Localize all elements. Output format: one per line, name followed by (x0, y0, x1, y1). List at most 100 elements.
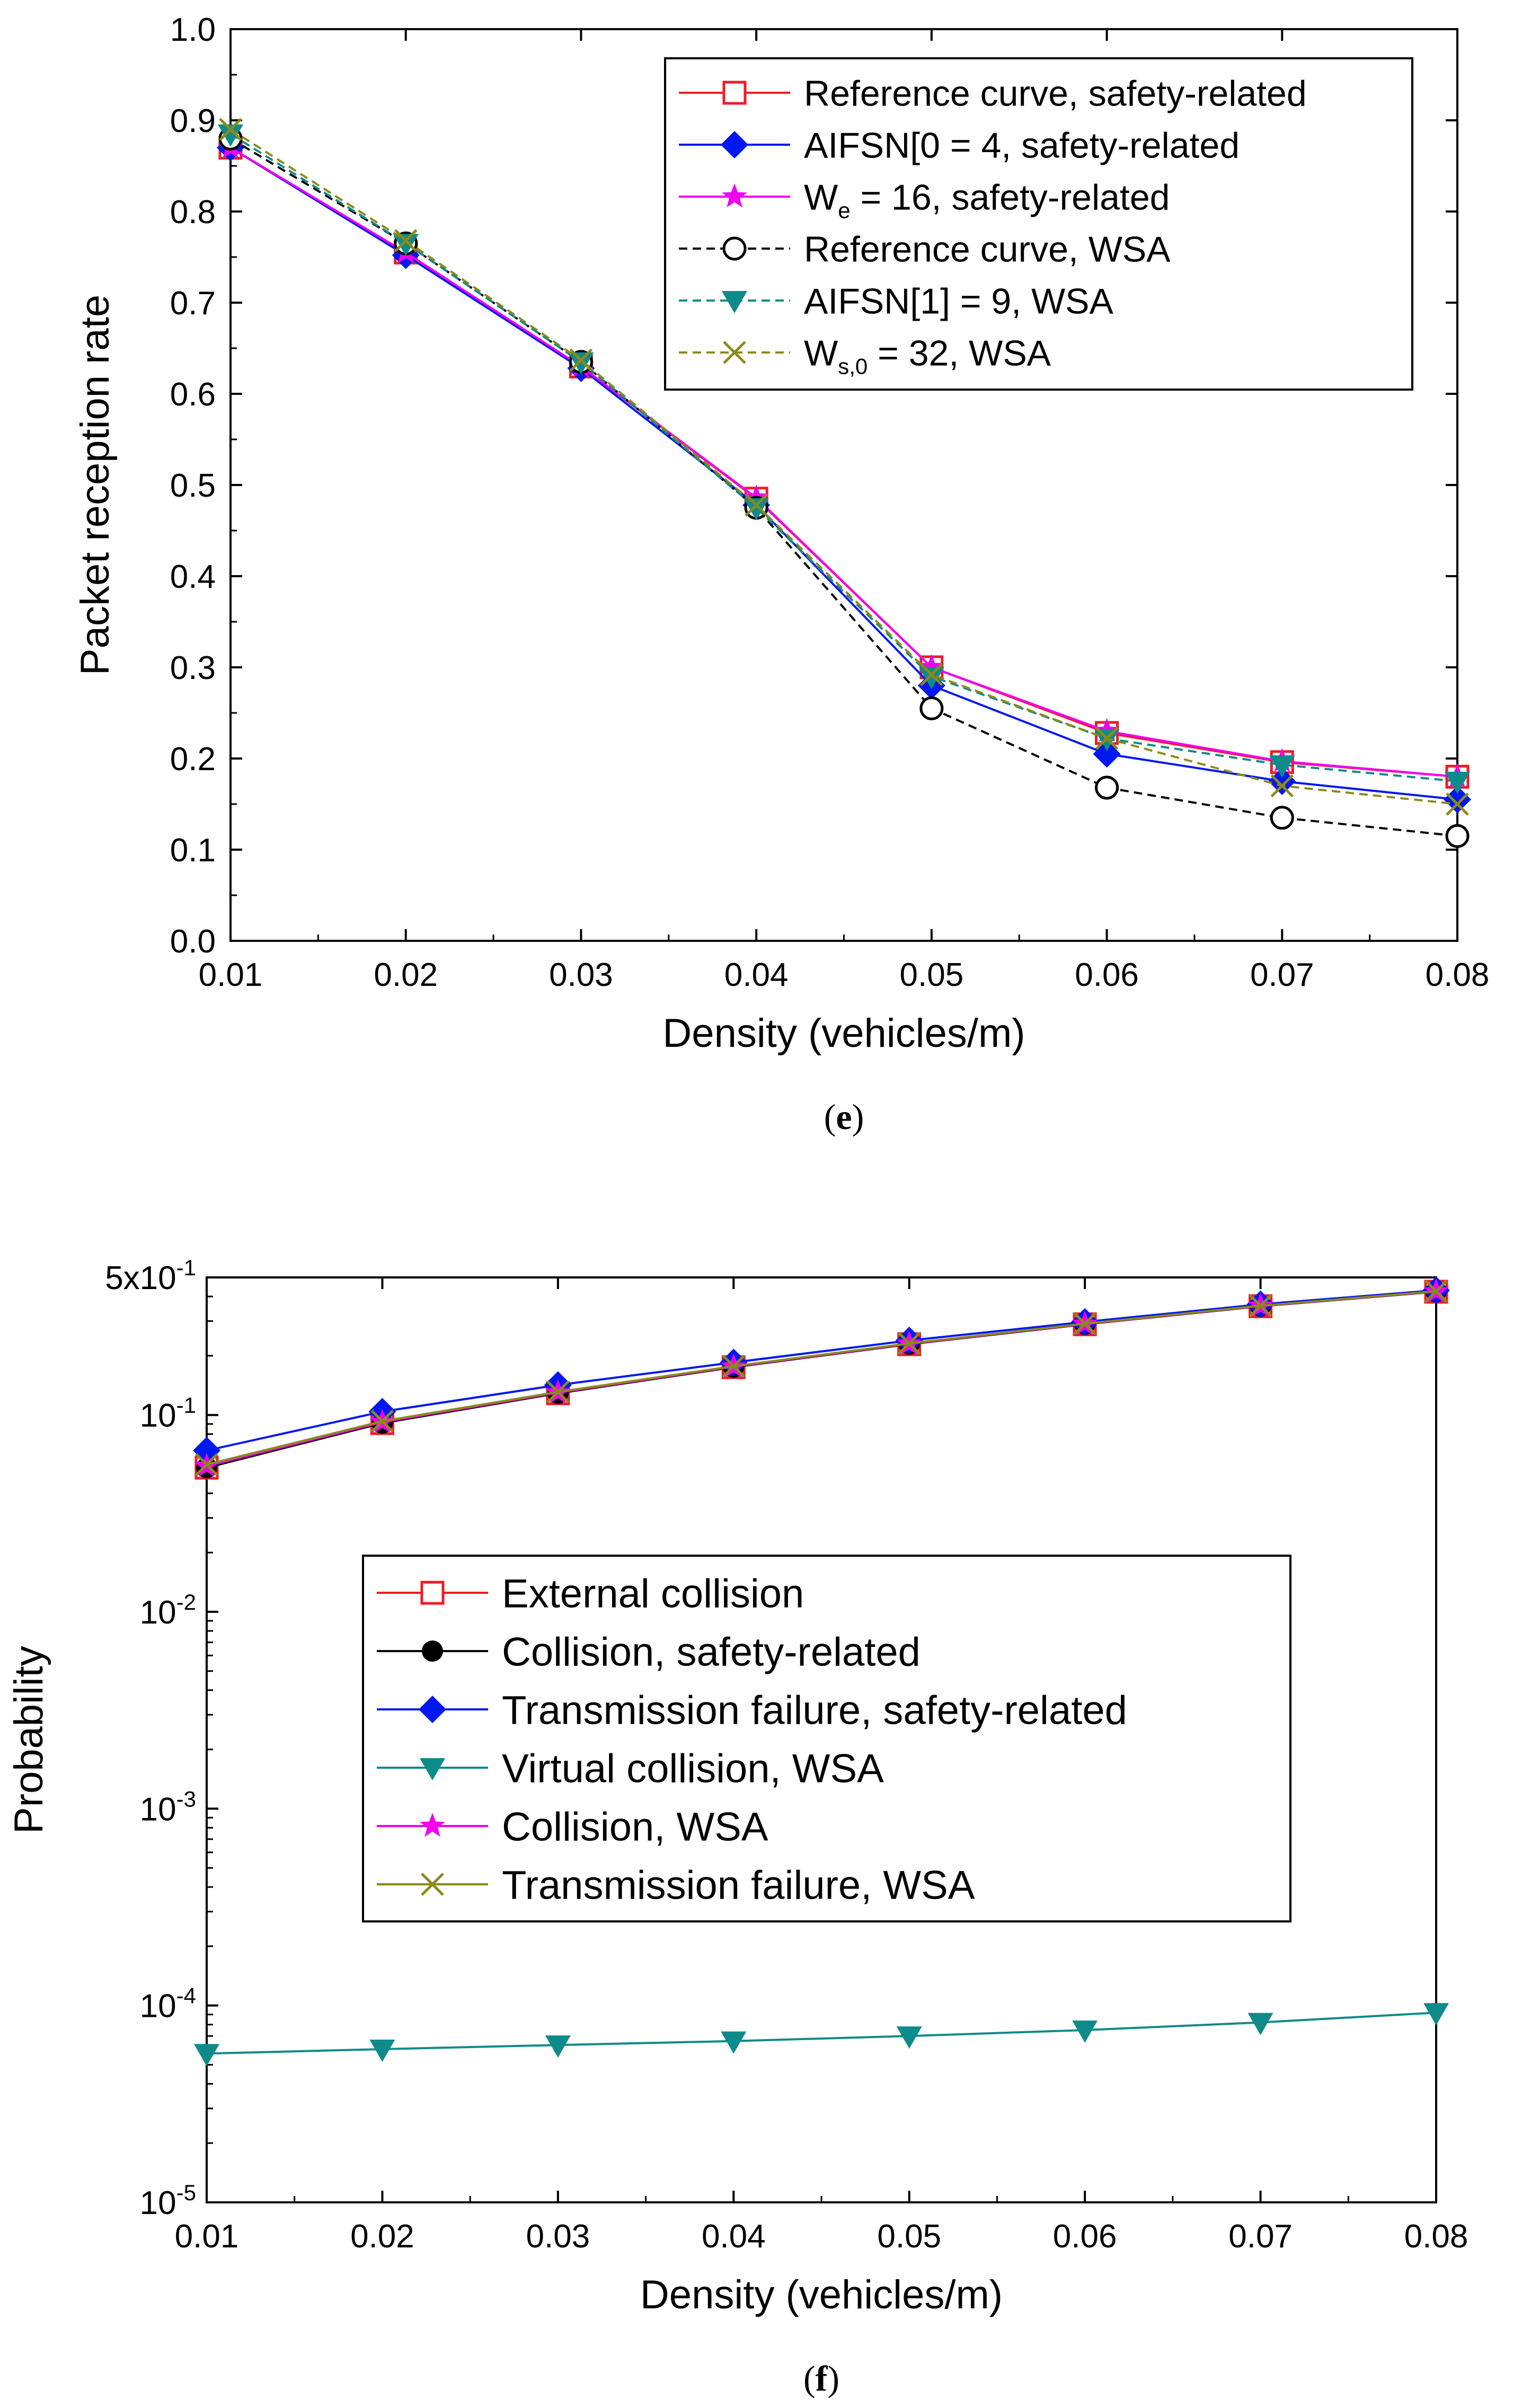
legend-label-main: W (804, 333, 838, 373)
data-point (546, 1380, 570, 1404)
y-axis: 0.0 0.1 0.2 0.3 0.4 0.5 0.6 0.7 0.8 0.9 1.0 (170, 12, 1457, 960)
x-tick-label: 0.05 (900, 957, 964, 993)
x-tick-label: 0.02 (374, 957, 438, 993)
x-axis-title: Density (vehicles/m) (640, 2272, 1003, 2317)
y-tick-label: 0.0 (170, 923, 216, 960)
y-axis-title: Probability (6, 1646, 51, 1834)
data-point (1446, 792, 1469, 816)
legend-item: Transmission failure, safety-related (377, 1688, 1127, 1733)
x-axis: 0.01 0.02 0.03 0.04 0.05 0.06 0.07 0.08 (175, 1277, 1468, 2255)
data-point (1445, 772, 1470, 794)
data-point (394, 229, 418, 252)
data-point (370, 1409, 394, 1433)
legend-item: External collision (377, 1571, 804, 1616)
y-tick-base: 10 (140, 2185, 176, 2221)
series-line (229, 133, 1458, 782)
legend-item: Collision, safety-related (377, 1629, 921, 1674)
legend-label-rest: = 32, WSA (868, 333, 1051, 373)
legend-label-main: Transmission failure, safety-related (502, 1688, 1127, 1733)
data-point (745, 493, 768, 517)
data-point (918, 667, 944, 690)
data-point (896, 2026, 922, 2049)
caption-close: ) (852, 1097, 864, 1137)
y-tick-exponent: -1 (176, 1255, 196, 1280)
legend: Reference curve, safety-related AIFSN[0 =… (664, 57, 1413, 391)
legend-item: AIFSN[1] = 9, WSA (679, 281, 1113, 321)
y-tick-exponent: -5 (176, 2180, 196, 2205)
panel-f: 0.01 0.02 0.03 0.04 0.05 0.06 0.07 0.0810-510-4… (6, 1255, 1468, 2398)
data-point (194, 2044, 219, 2067)
y-tick-exponent: -4 (176, 1983, 196, 2008)
caption-open: ( (824, 1097, 836, 1137)
data-point (919, 654, 944, 678)
legend-label: Collision, safety-related (502, 1629, 921, 1674)
x-tick-label: 0.07 (1228, 2218, 1293, 2255)
data-point (1095, 775, 1119, 800)
x-tick-label: 0.04 (724, 957, 789, 993)
data-point (218, 124, 243, 147)
legend-item: AIFSN[0 = 4, safety-related (679, 125, 1240, 165)
y-tick-base: 10 (140, 1791, 176, 1828)
legend-label: Reference curve, WSA (804, 229, 1171, 269)
data-point (1095, 727, 1119, 750)
legend-label: Reference curve, safety-related (804, 73, 1307, 113)
data-point (393, 234, 419, 257)
legend-item: Reference curve, safety-related (679, 73, 1307, 113)
legend-label-subscript: s,0 (838, 354, 868, 378)
x-tick-label: 0.03 (549, 957, 613, 993)
y-tick-label: 0.7 (170, 285, 216, 322)
data-point (195, 1453, 218, 1476)
y-tick-label: 10-1 (140, 1393, 196, 1434)
legend: External collision Collision, safety-rela… (362, 1555, 1291, 1922)
legend-marker (420, 1758, 445, 1780)
data-point (219, 118, 242, 141)
x-tick-label: 0.05 (877, 2218, 941, 2255)
x-tick-label: 0.02 (350, 2218, 414, 2255)
series-group (193, 1276, 1450, 2067)
data-point (1268, 768, 1296, 795)
data-point (1073, 1312, 1096, 1336)
data-point (919, 696, 944, 720)
legend-label-main: External collision (502, 1571, 804, 1616)
legend-label-main: Reference curve, safety-related (804, 73, 1307, 113)
series-line (229, 146, 1458, 778)
x-tick-label: 0.03 (526, 2218, 590, 2255)
series-group (217, 118, 1471, 848)
series-line (206, 2012, 1437, 2055)
legend-marker (421, 1873, 444, 1896)
series-line (229, 128, 1458, 805)
legend-box (362, 1555, 1291, 1922)
legend-marker (723, 341, 746, 364)
caption-letter: e (836, 1097, 852, 1137)
y-tick-label: 10-5 (140, 2180, 196, 2221)
legend-label: External collision (502, 1571, 804, 1616)
y-tick-label: 5x10-1 (105, 1255, 196, 1296)
data-point (920, 663, 943, 686)
data-point (1270, 774, 1294, 798)
caption-letter: f (816, 2358, 828, 2398)
legend-item: Transmission failure, WSA (377, 1863, 975, 1908)
data-point (722, 1354, 746, 1378)
legend-label-main: Transmission failure, WSA (502, 1863, 975, 1908)
data-point (1247, 2013, 1273, 2035)
legend-label: Virtual collision, WSA (502, 1746, 884, 1791)
legend-label: Transmission failure, WSA (502, 1863, 975, 1908)
y-tick-label: 0.4 (170, 559, 216, 595)
x-tick-label: 0.01 (175, 2218, 239, 2255)
y-tick-label: 0.2 (170, 741, 216, 778)
caption-close: ) (827, 2358, 839, 2398)
legend-label-main: AIFSN[1] = 9, WSA (804, 281, 1113, 321)
data-point (1072, 2021, 1098, 2043)
legend-item: Ws,0 = 32, WSA (679, 333, 1051, 378)
data-point (569, 348, 593, 372)
legend-label-main: Virtual collision, WSA (502, 1746, 884, 1791)
series-line (229, 146, 1458, 801)
legend-item: We = 16, safety-related (679, 177, 1170, 223)
x-tick-label: 0.04 (702, 2218, 766, 2255)
data-point (1424, 1280, 1448, 1303)
y-tick-label: 10-4 (140, 1983, 196, 2025)
legend-label: AIFSN[1] = 9, WSA (804, 281, 1113, 321)
legend-label-main: Collision, WSA (502, 1804, 768, 1849)
